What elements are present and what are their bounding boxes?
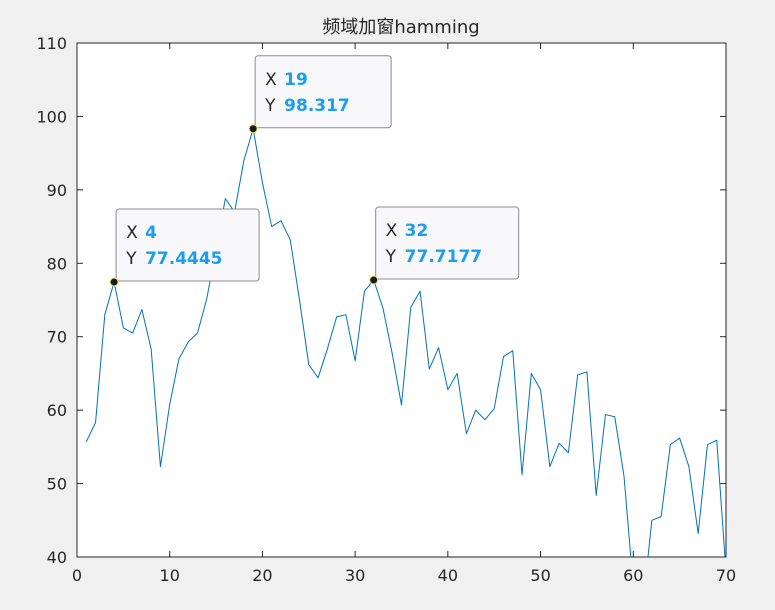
datatip-y-value: 77.4445: [145, 249, 222, 269]
y-tick-label: 110: [36, 34, 67, 53]
y-tick-label: 100: [36, 107, 67, 126]
datatip-x-key: X: [386, 221, 398, 241]
datatip-y-key: Y: [264, 96, 276, 116]
x-tick-label: 60: [623, 566, 643, 585]
datatip[interactable]: X 32 Y 77.7177: [369, 206, 520, 285]
y-tick-label: 60: [47, 401, 67, 420]
datatip-marker[interactable]: [248, 124, 258, 134]
datatip-box: [254, 55, 392, 129]
y-tick-label: 50: [47, 475, 67, 494]
datatip[interactable]: X 4Y 77.4445: [109, 208, 260, 287]
y-tick-label: 80: [47, 254, 67, 273]
datatip-y-key: Y: [385, 247, 397, 267]
x-tick-label: 30: [345, 566, 365, 585]
datatip-marker[interactable]: [109, 277, 119, 287]
axis-ticks: 0 10 20 30 40 50 60 70 40 50 60 70 80 90 100 110: [36, 34, 736, 585]
series-line: [85, 128, 726, 557]
plot-area: [76, 42, 727, 558]
x-tick-label: 20: [252, 566, 272, 585]
datatip-marker[interactable]: [369, 275, 379, 285]
series-group: [85, 128, 726, 557]
datatip-x-value: 32: [405, 221, 429, 241]
datatip-x-key: X: [265, 70, 277, 90]
datatip-x-key: X: [126, 223, 138, 243]
datatip-box: [375, 206, 520, 280]
datatip-box: [115, 208, 260, 282]
x-tick-label: 40: [438, 566, 458, 585]
chart-title: 频域加窗hamming: [322, 17, 479, 38]
datatip-y-value: 77.7177: [405, 247, 482, 267]
datatip-x-value: 19: [284, 70, 308, 90]
x-tick-label: 10: [160, 566, 180, 585]
datatip-y-value: 98.317: [284, 96, 350, 116]
datatip[interactable]: X 19 Y 98.317: [248, 55, 392, 134]
y-tick-label: 40: [47, 548, 67, 567]
x-tick-label: 50: [530, 566, 550, 585]
y-tick-label: 70: [47, 328, 67, 347]
y-tick-label: 90: [47, 181, 67, 200]
x-tick-label: 0: [72, 566, 82, 585]
x-tick-label: 70: [716, 566, 736, 585]
datatip-x-value: 4: [145, 223, 157, 243]
datatip-y-key: Y: [125, 249, 137, 269]
